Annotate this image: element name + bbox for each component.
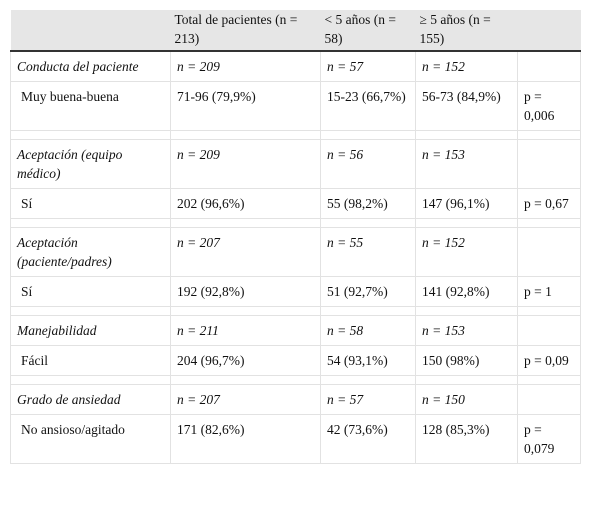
item-cell: 51 (92,7%) (320, 276, 416, 307)
heading-cell: n = 207 (170, 227, 321, 277)
spacer-cell (517, 375, 581, 385)
item-cell: 54 (93,1%) (320, 345, 416, 376)
spacer-cell (10, 218, 171, 228)
item-cell: Fácil (10, 345, 171, 376)
item-cell: 128 (85,3%) (415, 414, 518, 464)
heading-cell (517, 139, 581, 189)
header-cell: < 5 años (n = 58) (320, 10, 416, 52)
spacer-cell (320, 306, 416, 316)
item-cell: 141 (92,8%) (415, 276, 518, 307)
table-body: Total de pacientes (n = 213) < 5 años (n … (10, 10, 581, 464)
heading-cell: n = 58 (320, 315, 416, 346)
heading-cell (517, 50, 581, 82)
heading-cell: n = 153 (415, 139, 518, 189)
item-cell: p = 0,67 (517, 188, 581, 219)
spacer-cell (170, 218, 321, 228)
item-cell: p = 0,09 (517, 345, 581, 376)
spacer-cell (415, 130, 518, 140)
heading-cell: n = 152 (415, 50, 518, 82)
heading-cell: n = 209 (170, 50, 321, 82)
header-cell (517, 10, 581, 52)
heading-cell: Grado de ansiedad (10, 384, 171, 415)
item-cell: 204 (96,7%) (170, 345, 321, 376)
item-cell: 71-96 (79,9%) (170, 81, 321, 131)
heading-cell: n = 55 (320, 227, 416, 277)
item-cell: Sí (10, 276, 171, 307)
item-cell: p = 0,006 (517, 81, 581, 131)
spacer-cell (517, 306, 581, 316)
heading-cell: n = 207 (170, 384, 321, 415)
header-cell: Total de pacientes (n = 213) (170, 10, 321, 52)
item-cell: 15-23 (66,7%) (320, 81, 416, 131)
heading-cell: n = 152 (415, 227, 518, 277)
heading-cell: Conducta del paciente (10, 50, 171, 82)
spacer-cell (320, 218, 416, 228)
heading-cell: n = 57 (320, 50, 416, 82)
group-heading-row: Manejabilidad n = 211 n = 58 n = 153 (10, 315, 581, 346)
item-cell: 192 (92,8%) (170, 276, 321, 307)
group-item-row: Muy buena-buena 71-96 (79,9%) 15-23 (66,7%… (10, 81, 581, 131)
heading-cell: n = 56 (320, 139, 416, 189)
heading-cell: n = 211 (170, 315, 321, 346)
header-row: Total de pacientes (n = 213) < 5 años (n … (10, 10, 581, 52)
item-cell: p = 1 (517, 276, 581, 307)
item-cell: 150 (98%) (415, 345, 518, 376)
heading-cell: n = 209 (170, 139, 321, 189)
group-heading-row: Aceptación (paciente/padres) n = 207 n = 5… (10, 227, 581, 277)
spacer-cell (320, 375, 416, 385)
spacer-cell (415, 218, 518, 228)
spacer-cell (517, 130, 581, 140)
item-cell: 202 (96,6%) (170, 188, 321, 219)
item-cell: 42 (73,6%) (320, 414, 416, 464)
heading-cell (517, 315, 581, 346)
item-cell: p = 0,079 (517, 414, 581, 464)
spacer-row (10, 375, 581, 385)
spacer-cell (415, 375, 518, 385)
spacer-row (10, 306, 581, 316)
heading-cell: n = 150 (415, 384, 518, 415)
heading-cell: Aceptación (equipo médico) (10, 139, 171, 189)
item-cell: 147 (96,1%) (415, 188, 518, 219)
spacer-cell (10, 306, 171, 316)
header-cell: ≥ 5 años (n = 155) (415, 10, 518, 52)
spacer-cell (170, 375, 321, 385)
spacer-cell (170, 306, 321, 316)
heading-cell (517, 384, 581, 415)
data-table: Total de pacientes (n = 213) < 5 años (n … (10, 10, 581, 464)
item-cell: 56-73 (84,9%) (415, 81, 518, 131)
group-heading-row: Aceptación (equipo médico) n = 209 n = 56 n… (10, 139, 581, 189)
heading-cell: n = 57 (320, 384, 416, 415)
spacer-cell (10, 130, 171, 140)
group-item-row: Sí 202 (96,6%) 55 (98,2%) 147 (96,1%) p = 0,… (10, 188, 581, 219)
item-cell: Sí (10, 188, 171, 219)
spacer-cell (10, 375, 171, 385)
item-cell: Muy buena-buena (10, 81, 171, 131)
group-item-row: Sí 192 (92,8%) 51 (92,7%) 141 (92,8%) p = 1 (10, 276, 581, 307)
group-item-row: Fácil 204 (96,7%) 54 (93,1%) 150 (98%) p = 0… (10, 345, 581, 376)
spacer-row (10, 130, 581, 140)
group-item-row: No ansioso/agitado 171 (82,6%) 42 (73,6%) 1… (10, 414, 581, 464)
item-cell: 55 (98,2%) (320, 188, 416, 219)
item-cell: No ansioso/agitado (10, 414, 171, 464)
spacer-cell (415, 306, 518, 316)
heading-cell (517, 227, 581, 277)
item-cell: 171 (82,6%) (170, 414, 321, 464)
group-heading-row: Conducta del paciente n = 209 n = 57 n = 15… (10, 50, 581, 82)
heading-cell: Manejabilidad (10, 315, 171, 346)
spacer-row (10, 218, 581, 228)
heading-cell: Aceptación (paciente/padres) (10, 227, 171, 277)
header-cell (10, 10, 171, 52)
group-heading-row: Grado de ansiedad n = 207 n = 57 n = 150 (10, 384, 581, 415)
spacer-cell (170, 130, 321, 140)
heading-cell: n = 153 (415, 315, 518, 346)
spacer-cell (517, 218, 581, 228)
spacer-cell (320, 130, 416, 140)
